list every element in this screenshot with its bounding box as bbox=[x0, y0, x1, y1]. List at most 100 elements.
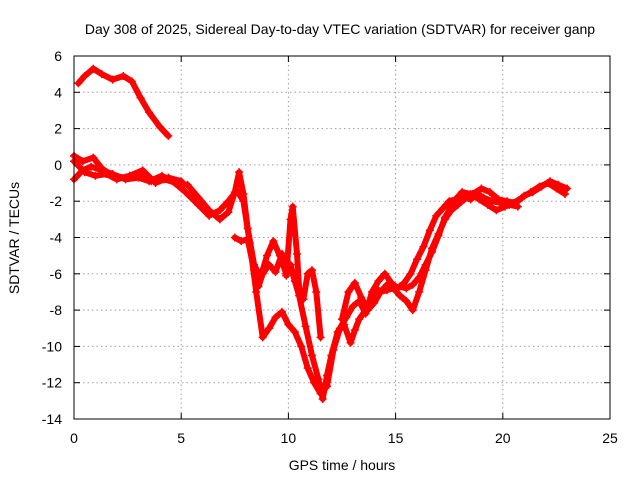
data-point-marker bbox=[230, 233, 239, 242]
x-tick-label: 10 bbox=[281, 430, 297, 446]
data-point-marker bbox=[447, 206, 456, 215]
data-point-marker bbox=[511, 199, 520, 208]
data-point-marker bbox=[235, 168, 244, 177]
data-point-marker bbox=[402, 284, 411, 293]
data-point-marker bbox=[112, 175, 121, 184]
data-point-marker bbox=[346, 338, 355, 347]
data-point-marker bbox=[438, 204, 447, 213]
x-axis-label: GPS time / hours bbox=[289, 457, 396, 473]
y-tick-label: -10 bbox=[42, 338, 62, 354]
data-point-marker bbox=[89, 153, 98, 162]
data-point-marker bbox=[80, 71, 89, 80]
data-point-marker bbox=[483, 200, 492, 209]
y-axis-label: SDTVAR / TECUs bbox=[6, 182, 22, 294]
data-point-marker bbox=[363, 306, 372, 315]
data-point-marker bbox=[119, 71, 128, 80]
data-point-marker bbox=[440, 215, 449, 224]
data-point-marker bbox=[125, 171, 134, 180]
y-tick-labels: 6 4 2 0 -2 -4 -6 -8 -10 -12 -14 bbox=[42, 48, 62, 427]
data-point-marker bbox=[406, 269, 415, 278]
y-tick-label: 0 bbox=[54, 157, 62, 173]
series-track-5 bbox=[71, 158, 185, 186]
data-point-marker bbox=[299, 295, 308, 304]
data-point-marker bbox=[322, 382, 331, 391]
data-point-marker bbox=[269, 237, 278, 246]
data-point-marker bbox=[408, 280, 417, 289]
data-point-marker bbox=[258, 269, 267, 278]
data-point-marker bbox=[355, 315, 364, 324]
data-point-marker bbox=[164, 131, 173, 140]
data-point-marker bbox=[292, 249, 301, 258]
x-tick-label: 15 bbox=[388, 430, 404, 446]
data-point-marker bbox=[303, 364, 312, 373]
data-point-marker bbox=[181, 188, 190, 197]
data-point-marker bbox=[295, 284, 304, 293]
data-point-marker bbox=[316, 333, 325, 342]
data-point-marker bbox=[475, 195, 484, 204]
x-tick-label: 20 bbox=[495, 430, 511, 446]
data-point-marker bbox=[108, 75, 117, 84]
data-point-marker bbox=[303, 269, 312, 278]
data-point-marker bbox=[102, 169, 111, 178]
y-tick-label: -8 bbox=[50, 302, 63, 318]
data-point-marker bbox=[357, 293, 366, 302]
data-point-marker bbox=[194, 193, 203, 202]
data-point-marker bbox=[224, 197, 233, 206]
data-point-marker bbox=[400, 278, 409, 287]
data-point-marker bbox=[138, 166, 147, 175]
chart-grid bbox=[74, 56, 610, 419]
data-point-marker bbox=[503, 197, 512, 206]
data-point-marker bbox=[258, 333, 267, 342]
data-point-marker bbox=[237, 237, 246, 246]
data-point-marker bbox=[87, 162, 96, 171]
data-point-marker bbox=[91, 171, 100, 180]
data-point-marker bbox=[500, 202, 509, 211]
y-tick-label: 2 bbox=[54, 121, 62, 137]
data-point-marker bbox=[554, 180, 563, 189]
data-point-marker bbox=[329, 346, 338, 355]
data-point-marker bbox=[520, 191, 529, 200]
data-point-marker bbox=[215, 215, 224, 224]
data-point-marker bbox=[277, 249, 286, 258]
data-point-marker bbox=[492, 206, 501, 215]
data-point-marker bbox=[284, 320, 293, 329]
data-point-marker bbox=[151, 179, 160, 188]
data-series bbox=[70, 64, 572, 404]
y-tick-label: -12 bbox=[42, 375, 62, 391]
data-point-marker bbox=[453, 200, 462, 209]
data-point-marker bbox=[288, 202, 297, 211]
data-point-marker bbox=[344, 287, 353, 296]
data-point-marker bbox=[297, 342, 306, 351]
data-point-marker bbox=[389, 284, 398, 293]
data-point-marker bbox=[286, 215, 295, 224]
plot-frame bbox=[73, 55, 611, 420]
data-point-marker bbox=[402, 297, 411, 306]
data-point-marker bbox=[432, 211, 441, 220]
data-point-marker bbox=[145, 108, 154, 117]
data-point-marker bbox=[252, 287, 261, 296]
data-point-marker bbox=[560, 189, 569, 198]
data-point-marker bbox=[485, 188, 494, 197]
data-point-marker bbox=[494, 195, 503, 204]
y-tick-label: -2 bbox=[50, 193, 63, 209]
data-point-marker bbox=[164, 173, 173, 182]
data-point-marker bbox=[563, 184, 572, 193]
data-point-marker bbox=[271, 313, 280, 322]
data-point-marker bbox=[290, 327, 299, 336]
y-tick-label: 4 bbox=[54, 84, 62, 100]
data-point-marker bbox=[537, 182, 546, 191]
data-point-marker bbox=[307, 266, 316, 275]
data-point-marker bbox=[477, 184, 486, 193]
data-point-marker bbox=[335, 324, 344, 333]
data-point-marker bbox=[348, 302, 357, 311]
chart-title: Day 308 of 2025, Sidereal Day-to-day VTE… bbox=[85, 21, 595, 37]
data-point-marker bbox=[528, 188, 537, 197]
data-point-marker bbox=[80, 168, 89, 177]
data-point-marker bbox=[545, 177, 554, 186]
data-point-marker bbox=[338, 315, 346, 324]
data-point-marker bbox=[383, 280, 392, 289]
series-track-6 bbox=[339, 178, 571, 323]
data-point-marker bbox=[395, 291, 404, 300]
data-point-marker bbox=[183, 180, 192, 189]
